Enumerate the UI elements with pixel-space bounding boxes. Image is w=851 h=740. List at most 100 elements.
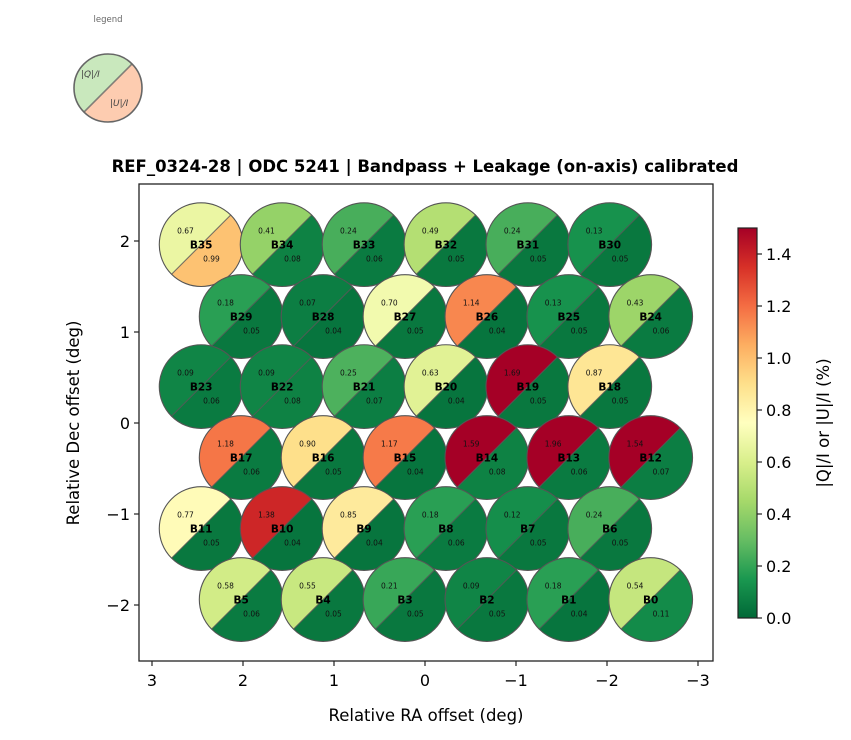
beam-u-value: 0.05	[530, 539, 547, 548]
beam-label: B11	[190, 524, 213, 536]
beam-b15-u-half	[375, 427, 447, 500]
beam-b32-divider	[415, 214, 476, 275]
beam-u-value: 0.04	[366, 539, 383, 548]
beam-q-value: 1.18	[217, 440, 234, 449]
beam-marker: 0.09 B2 0.05	[444, 557, 530, 642]
beam-label: B16	[312, 453, 335, 465]
beam-marker: 0.63 B20 0.04	[403, 344, 489, 430]
beam-b16-divider	[293, 427, 354, 488]
y-tick-label: 1	[120, 323, 130, 342]
beam-b19-q-half	[485, 344, 558, 417]
x-tick-label: 1	[329, 671, 339, 690]
beam-b13-u-half	[539, 427, 611, 500]
beam-q-value: 0.18	[422, 511, 439, 520]
beam-u-value: 0.07	[366, 397, 383, 406]
beam-b25-q-half	[526, 274, 599, 347]
beam-q-value: 0.43	[627, 299, 644, 308]
beam-u-value: 0.05	[325, 468, 342, 477]
beam-u-value: 0.05	[612, 255, 629, 264]
beam-q-value: 1.59	[463, 440, 480, 449]
beam-b28-q-half	[281, 274, 353, 347]
beam-b26-q-half	[445, 274, 517, 347]
beam-b10-q-half	[240, 486, 312, 559]
beam-marker: 1.59 B14 0.08	[444, 415, 530, 500]
x-tick-label: 2	[238, 671, 248, 690]
beam-label: B3	[397, 595, 412, 607]
y-tick-label: −1	[106, 505, 130, 524]
beam-label: B32	[435, 240, 458, 252]
beam-marker: 0.67 B35 0.99	[158, 202, 244, 288]
beam-u-value: 0.05	[612, 539, 629, 548]
beam-marker: 0.24 B33 0.06	[321, 202, 407, 288]
beam-b12-divider	[620, 427, 681, 488]
beam-label: B13	[557, 453, 580, 465]
beam-u-value: 0.05	[407, 327, 424, 336]
beam-b15-q-half	[363, 415, 435, 488]
colorbar-tick-label: 0.2	[766, 557, 791, 576]
beam-label: B29	[230, 312, 253, 324]
beam-b29-q-half	[199, 274, 271, 347]
beam-u-value: 0.06	[203, 397, 220, 406]
beam-q-value: 0.24	[340, 227, 357, 236]
beam-b30-q-half	[567, 202, 640, 275]
beam-b1-u-half	[539, 569, 611, 642]
beam-b6-u-half	[580, 498, 652, 571]
beam-marker: 0.77 B11 0.05	[158, 486, 244, 571]
beam-marker: 1.38 B10 0.04	[239, 486, 325, 571]
beam-u-value: 0.08	[489, 468, 506, 477]
beam-b34-divider	[252, 214, 313, 275]
beam-q-value: 1.69	[504, 369, 521, 378]
beam-b29-u-half	[211, 286, 284, 359]
beam-marker: 1.17 B15 0.04	[362, 415, 448, 500]
legend-u-label: |U|/I	[110, 99, 129, 109]
beam-label: B1	[561, 595, 576, 607]
beam-u-value: 0.07	[653, 468, 670, 477]
beam-q-value: 0.07	[299, 299, 316, 308]
beam-u-value: 0.05	[571, 327, 588, 336]
beam-b1-q-half	[526, 557, 599, 630]
beam-layer: 0.67 B35 0.99 0.41 B34 0.08 0.24 B33 0.06 0.49 B32…	[158, 202, 694, 642]
y-axis-label: Relative Dec offset (deg)	[64, 321, 83, 526]
beam-b26-u-half	[457, 286, 529, 359]
beam-b30-outline	[567, 202, 653, 288]
beam-b17-divider	[211, 427, 272, 488]
legend-q-label: |Q|/I	[81, 70, 100, 80]
beam-b33-q-half	[322, 202, 394, 275]
beam-b28-divider	[293, 286, 354, 347]
beam-b20-q-half	[404, 344, 476, 417]
beam-q-value: 0.09	[258, 369, 275, 378]
beam-b30-u-half	[580, 215, 652, 287]
beam-q-value: 0.54	[627, 582, 644, 591]
beam-u-value: 0.05	[489, 610, 506, 619]
beam-b2-u-half	[457, 569, 529, 642]
beam-b12-q-half	[608, 415, 681, 488]
beam-label: B10	[271, 524, 294, 536]
beam-label: B6	[602, 524, 617, 536]
beam-b6-q-half	[567, 486, 640, 559]
beam-b33-u-half	[334, 215, 406, 287]
beam-u-value: 0.06	[448, 539, 465, 548]
beam-label: B19	[517, 382, 540, 394]
beam-b29-divider	[211, 286, 272, 347]
beam-b4-u-half	[293, 569, 365, 642]
beam-b21-q-half	[322, 344, 394, 417]
beam-label: B12	[639, 453, 662, 465]
beam-u-value: 0.04	[448, 397, 465, 406]
beam-b13-divider	[538, 427, 599, 488]
beam-b4-q-half	[281, 557, 353, 630]
beam-label: B15	[394, 453, 417, 465]
beam-q-value: 0.67	[177, 227, 194, 236]
beam-b21-u-half	[334, 357, 406, 429]
x-tick-label: 0	[420, 671, 430, 690]
beam-marker: 0.07 B28 0.04	[280, 274, 366, 359]
beam-label: B0	[643, 595, 658, 607]
legend-title: legend	[94, 15, 123, 25]
beam-marker: 0.55 B4 0.05	[280, 557, 366, 642]
beam-b4-divider	[293, 569, 354, 630]
beam-q-value: 1.96	[545, 440, 562, 449]
beam-b0-u-half	[621, 569, 693, 642]
beam-q-value: 0.24	[586, 511, 603, 520]
colorbar-tick-label: 0.8	[766, 401, 791, 420]
beam-b8-q-half	[404, 486, 476, 559]
beam-b16-q-half	[281, 415, 353, 488]
